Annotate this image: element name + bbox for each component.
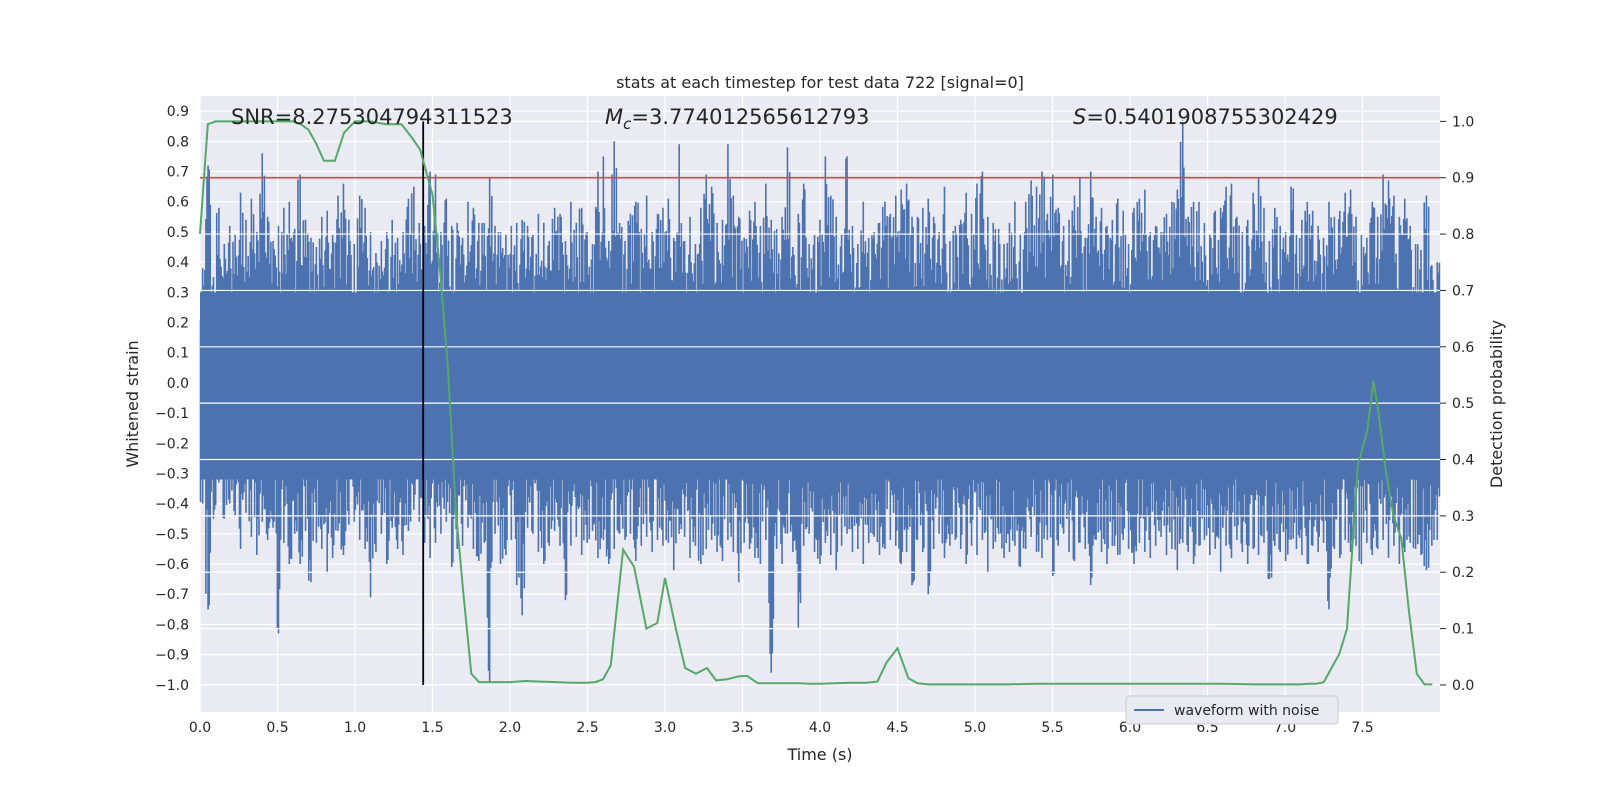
x-tick-label: 4.5: [886, 720, 908, 736]
y-left-tick-label: 0.9: [167, 104, 189, 120]
detection-probability-line: [199, 120, 1433, 686]
y-axis-left-label: Whitened strain: [123, 340, 142, 467]
y-axis-right-label: Detection probability: [1487, 320, 1506, 488]
y-right-tick-label: 0.1: [1452, 622, 1474, 638]
left-axis-ticks: 0.9 0.8 0.7 0.6 0.5 0.4 0.3 0.2 0.1 0.0 −0.1 −0.2 −0…: [155, 104, 189, 694]
y-left-tick-label: −1.0: [155, 678, 189, 694]
y-left-tick-label: 0.7: [167, 164, 189, 180]
x-tick-label: 0.0: [189, 720, 211, 736]
x-tick-label: 0.5: [266, 720, 288, 736]
y-left-tick-label: 0.2: [167, 315, 189, 331]
y-right-tick-label: 0.9: [1452, 171, 1474, 187]
y-left-tick-label: 0.6: [167, 195, 189, 211]
y-left-tick-label: 0.5: [167, 225, 189, 241]
y-left-tick-label: −0.4: [155, 497, 189, 513]
y-left-tick-label: −0.7: [155, 587, 189, 603]
y-right-tick-label: 1.0: [1452, 114, 1474, 130]
chirp-mass-annotation: Mc=3.774012565612793: [605, 105, 869, 133]
legend: waveform with noise: [1125, 695, 1339, 725]
y-right-tick-label: 0.2: [1452, 565, 1474, 581]
y-right-tick-label: 0.3: [1452, 509, 1474, 525]
x-axis-ticks: 0.0 0.5 1.0 1.5 2.0 2.5 3.0 3.5 4.0 4.5 5.0 5.5 6.0 6…: [189, 720, 1374, 736]
chirp-mass-symbol: M: [605, 105, 623, 129]
y-right-tick-label: 0.8: [1452, 227, 1474, 243]
x-tick-label: 5.0: [964, 720, 986, 736]
waveform-trace: [199, 120, 1441, 682]
y-left-tick-label: −0.5: [155, 527, 189, 543]
y-left-tick-label: 0.0: [167, 376, 189, 392]
chirp-mass-value: =3.774012565612793: [631, 105, 869, 129]
x-tick-label: 3.0: [654, 720, 676, 736]
x-tick-label: 7.5: [1351, 720, 1373, 736]
right-axis-ticks: 1.0 0.9 0.8 0.7 0.6 0.5 0.4 0.3 0.2 0.1 0.0: [1440, 114, 1474, 694]
x-tick-label: 1.0: [344, 720, 366, 736]
y-left-tick-label: 0.1: [167, 346, 189, 362]
y-right-tick-label: 0.7: [1452, 283, 1474, 299]
y-left-tick-label: −0.2: [155, 436, 189, 452]
x-tick-label: 2.5: [576, 720, 598, 736]
y-right-tick-label: 0.0: [1452, 678, 1474, 694]
x-tick-label: 3.5: [731, 720, 753, 736]
y-right-tick-label: 0.5: [1452, 396, 1474, 412]
x-axis-label: Time (s): [786, 745, 852, 764]
legend-label: waveform with noise: [1174, 703, 1319, 719]
x-tick-label: 2.0: [499, 720, 521, 736]
waveform-series: [199, 120, 1441, 682]
score-value: =0.5401908755302429: [1086, 105, 1337, 129]
y-left-tick-label: 0.4: [167, 255, 189, 271]
y-left-tick-label: −0.8: [155, 617, 189, 633]
chart-title: stats at each timestep for test data 722…: [616, 73, 1024, 92]
x-tick-label: 5.5: [1041, 720, 1063, 736]
score-annotation: S=0.5401908755302429: [1073, 105, 1338, 129]
y-left-tick-label: −0.3: [155, 466, 189, 482]
legend-box: [1125, 695, 1339, 725]
y-left-tick-label: −0.1: [155, 406, 189, 422]
x-tick-label: 4.0: [809, 720, 831, 736]
y-right-tick-label: 0.6: [1452, 340, 1474, 356]
y-left-tick-label: 0.8: [167, 134, 189, 150]
snr-annotation: SNR=8.275304794311523: [231, 105, 513, 129]
x-tick-label: 1.5: [421, 720, 443, 736]
y-right-tick-label: 0.4: [1452, 453, 1474, 469]
y-left-tick-label: −0.9: [155, 648, 189, 664]
score-symbol: S: [1073, 105, 1086, 129]
chirp-mass-subscript: c: [623, 115, 632, 133]
y-left-tick-label: 0.3: [167, 285, 189, 301]
y-left-tick-label: −0.6: [155, 557, 189, 573]
